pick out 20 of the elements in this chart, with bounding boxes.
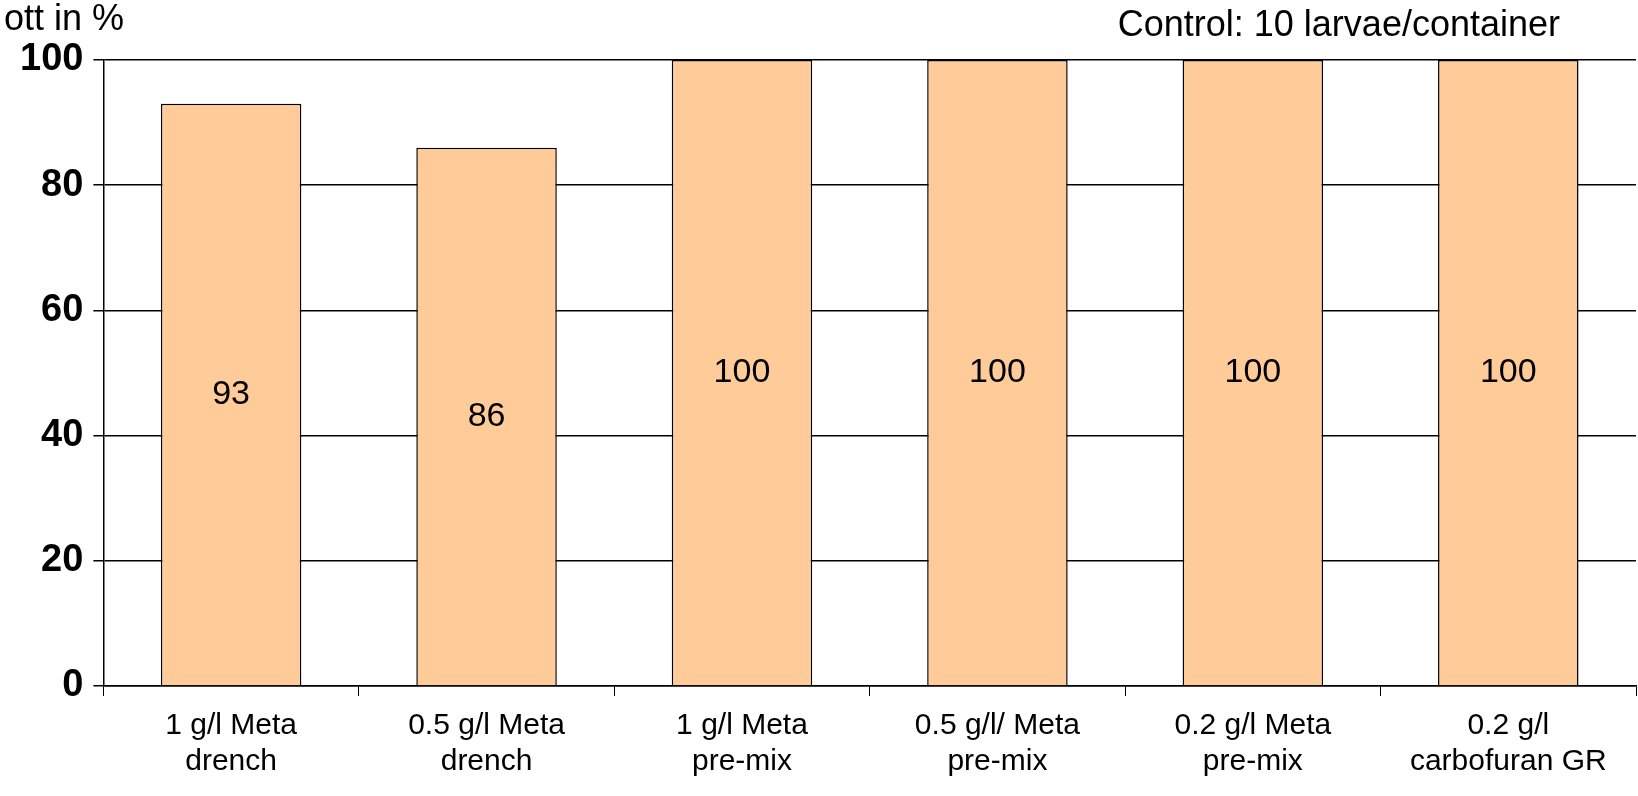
data-label: 100 [1479, 351, 1537, 389]
x-tick-label: 0.2 g/l Meta pre-mix [1174, 707, 1332, 777]
y-axis-title: ott in % [4, 0, 125, 38]
data-label: 93 [212, 372, 251, 411]
y-tick-label: 20 [41, 537, 84, 580]
text: Control: 10 larvae/container [1117, 2, 1561, 44]
x-tick-label: 1 g/l Meta drench [165, 707, 298, 777]
y-tick-label: 80 [41, 161, 84, 204]
y-tick-label: 100 [20, 36, 84, 79]
x-tick-label: 1 g/l Meta pre-mix [676, 707, 809, 777]
x-tick-label: 0.5 g/l/ Meta pre-mix [914, 707, 1081, 777]
y-tick-label: 40 [41, 412, 84, 455]
x-tick-label: 0.2 g/l carbofuran GR [1409, 707, 1607, 777]
data-label: 86 [467, 394, 506, 433]
x-tick-label: 0.5 g/l Meta drench [408, 707, 566, 777]
data-label: 100 [713, 351, 771, 389]
data-label: 100 [1224, 351, 1282, 389]
y-tick-label: 60 [41, 286, 84, 329]
data-label: 100 [969, 351, 1026, 389]
y-tick-label: 0 [62, 662, 84, 705]
